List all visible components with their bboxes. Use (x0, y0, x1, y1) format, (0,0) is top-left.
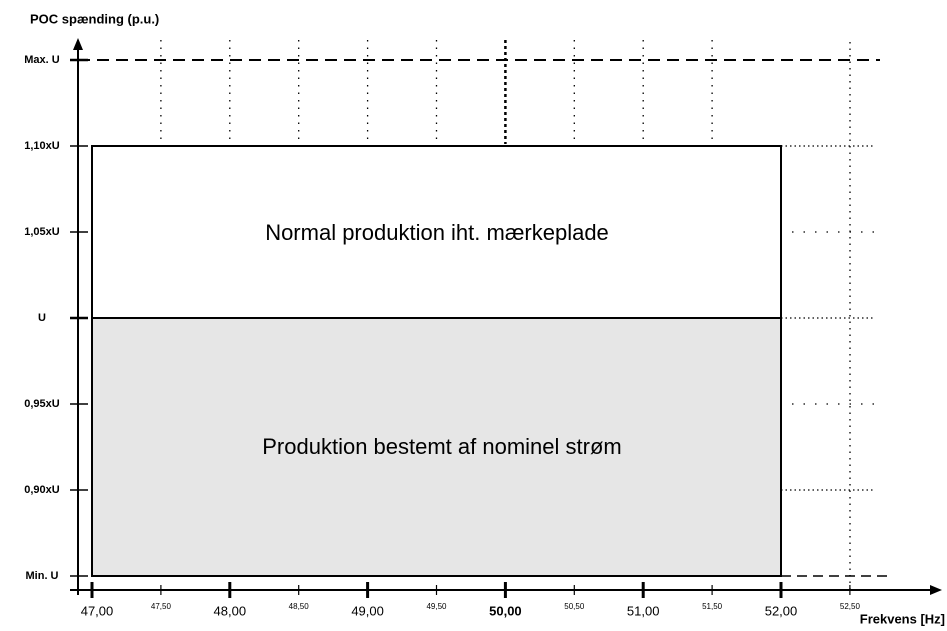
x-tick-label: 52,50 (840, 602, 861, 611)
x-tick-label: 47,50 (151, 602, 172, 611)
x-axis-title: Frekvens [Hz] (860, 611, 945, 626)
lower-label: Produktion bestemt af nominel strøm (262, 434, 621, 459)
lower-region (91, 317, 782, 577)
x-tick-label: 48,50 (289, 602, 310, 611)
x-arrow (930, 585, 942, 595)
x-tick-label: 50,50 (564, 602, 585, 611)
x-tick-label: 51,50 (702, 602, 723, 611)
x-tick-label: 52,00 (765, 603, 798, 618)
x-tick-label: 49,50 (426, 602, 447, 611)
y-arrow (73, 38, 83, 50)
y-tick-label: 1,05xU (24, 226, 60, 238)
x-tick-label: 51,00 (627, 603, 660, 618)
x-tick-label: 50,00 (489, 603, 522, 618)
y-axis-title: POC spænding (p.u.) (30, 11, 159, 26)
y-tick-label: Min. U (26, 570, 59, 582)
x-tick-label: 49,00 (351, 603, 384, 618)
upper-label: Normal produktion iht. mærkeplade (265, 220, 609, 245)
upper-region (91, 145, 782, 319)
y-tick-label: 1,10xU (24, 140, 60, 152)
x-tick-label: 48,00 (214, 603, 247, 618)
y-tick-label: 0,90xU (24, 484, 60, 496)
y-tick-label: Max. U (24, 54, 60, 66)
dotted-lines (781, 42, 875, 590)
y-tick-label: U (38, 312, 46, 324)
x-tick-label: 47,00 (81, 603, 114, 618)
y-tick-label: 0,95xU (24, 398, 60, 410)
